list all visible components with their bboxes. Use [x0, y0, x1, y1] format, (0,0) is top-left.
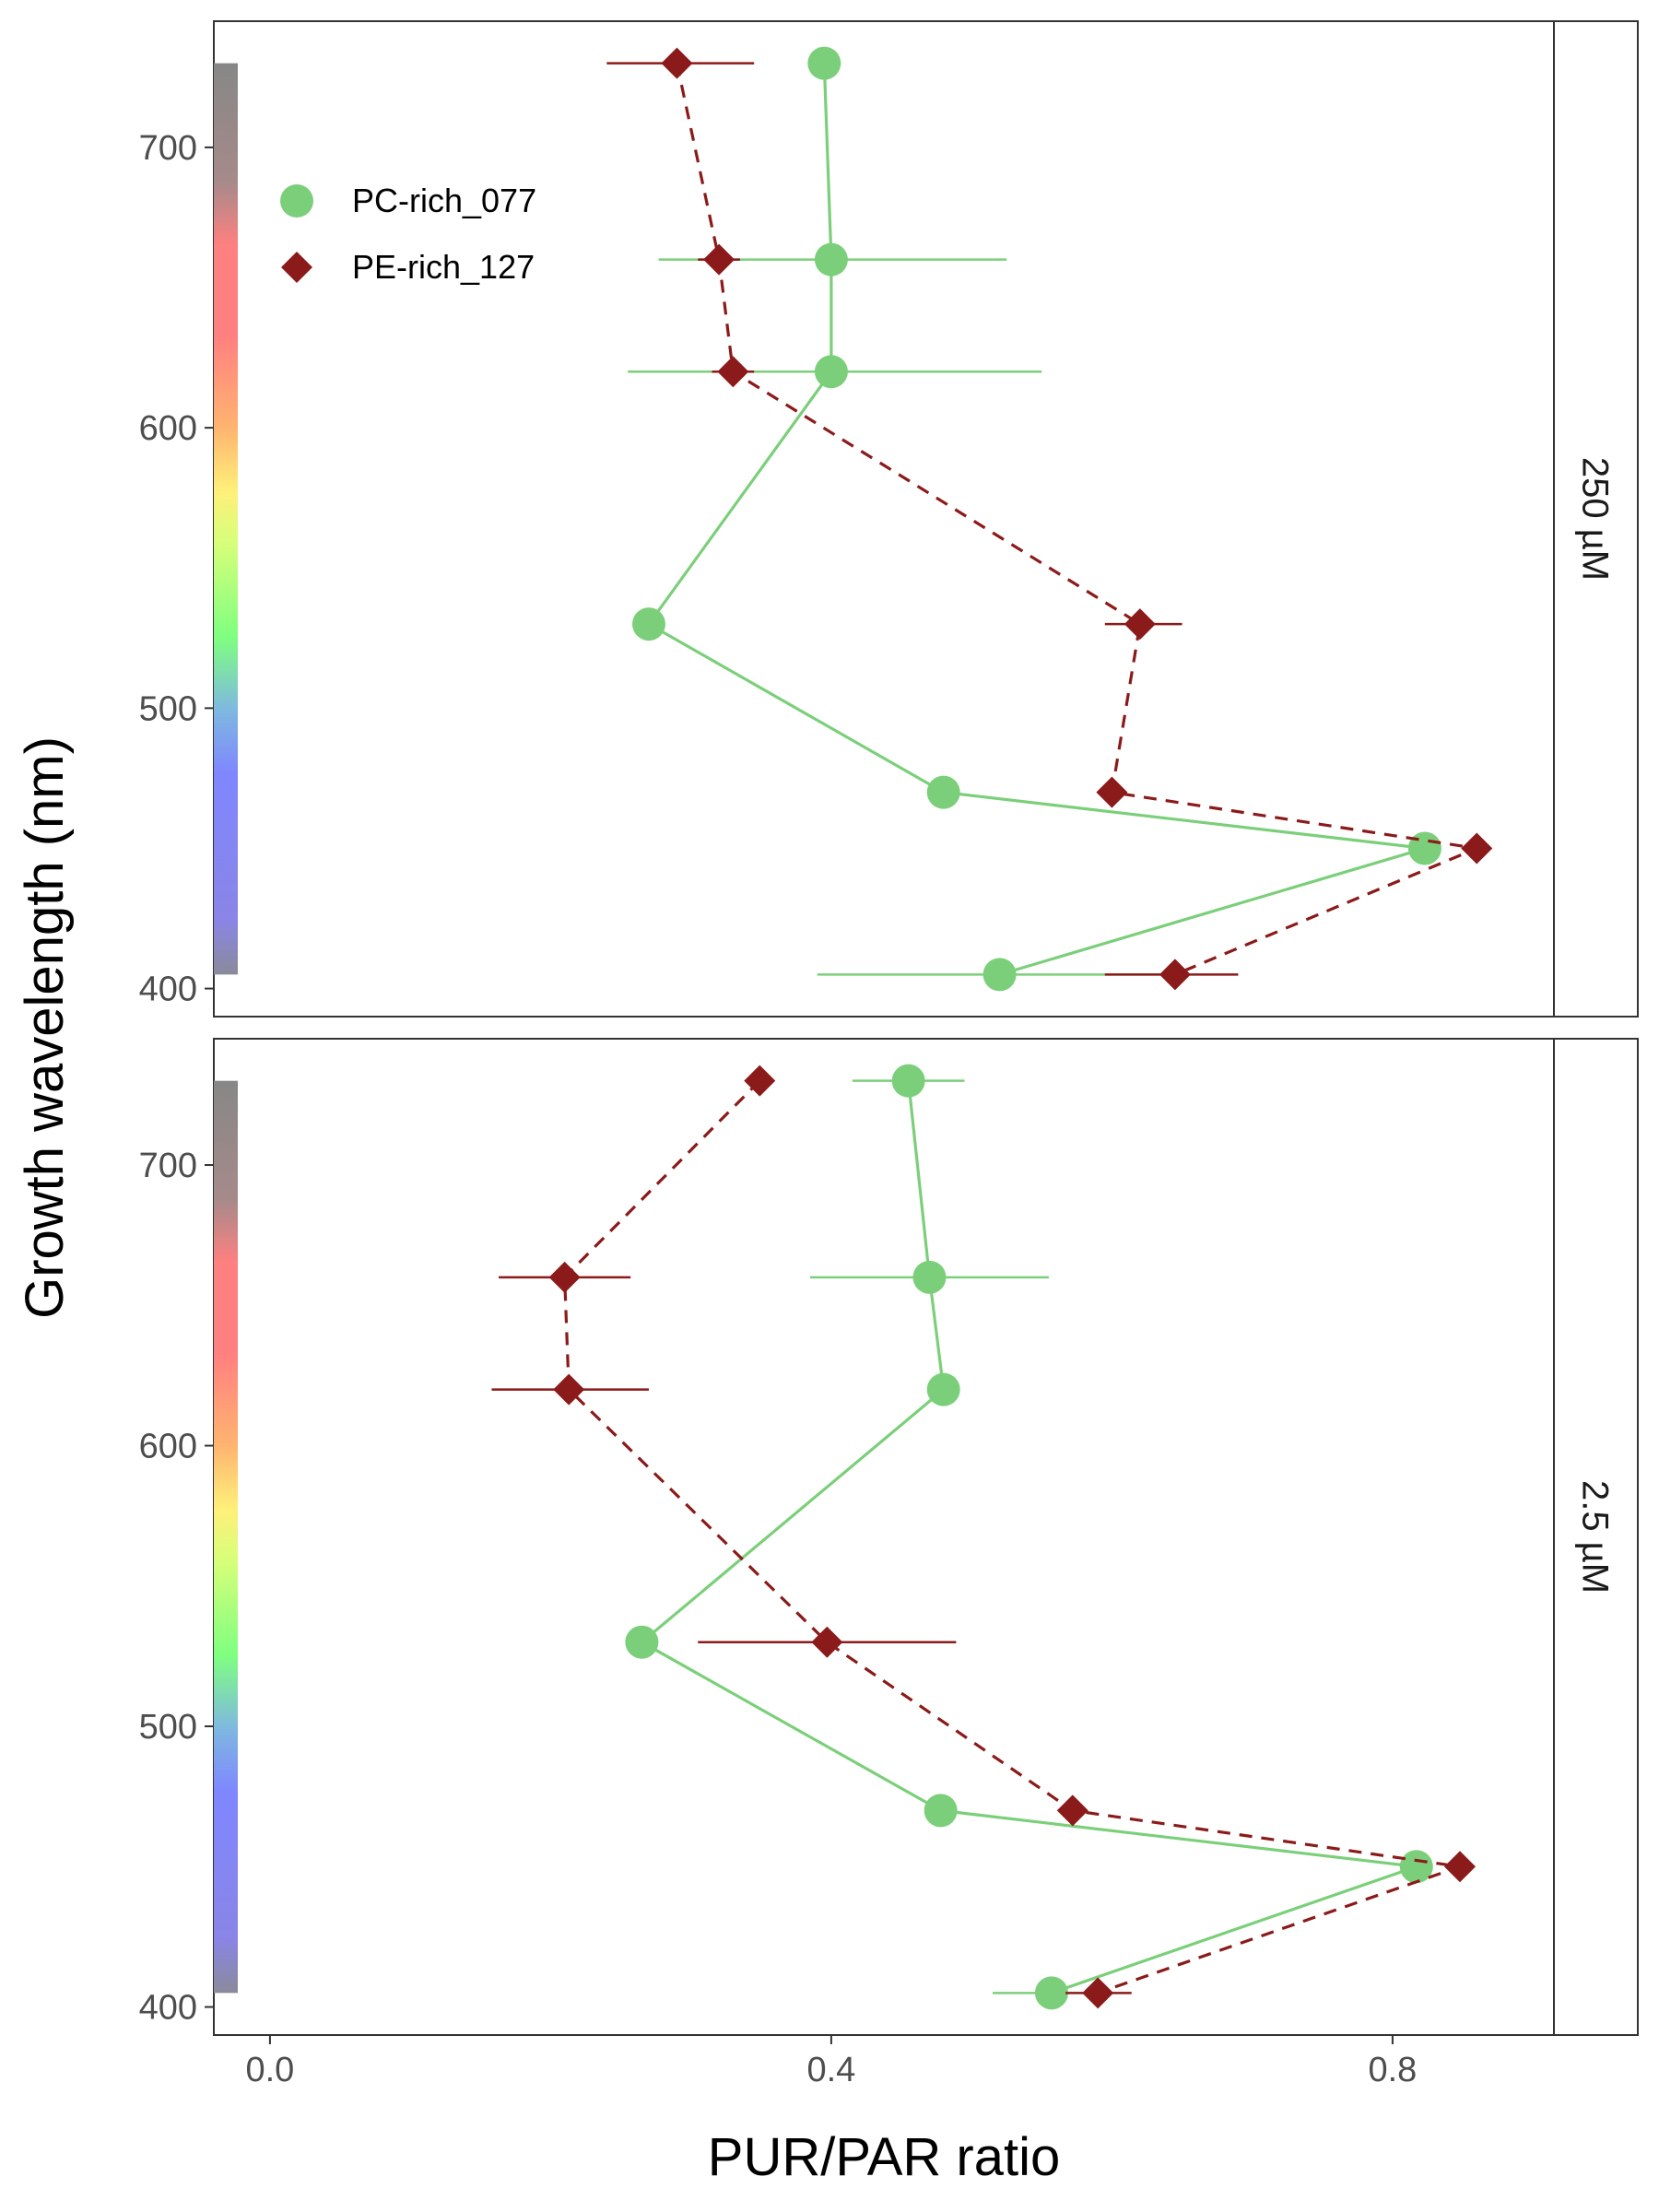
y-tick-label: 600: [139, 1428, 197, 1466]
legend-marker-diamond: [281, 252, 312, 283]
spectrum-bar: [214, 1080, 238, 1994]
legend-label: PE-rich_127: [352, 248, 535, 286]
data-point-diamond: [811, 1626, 843, 1658]
data-point-circle: [807, 46, 841, 80]
facet-strip: [1553, 1038, 1639, 2036]
panel-plot-area: [213, 20, 1555, 1018]
y-tick-label: 600: [139, 409, 197, 448]
data-point-diamond: [703, 243, 735, 276]
legend-marker-circle: [280, 184, 313, 218]
y-tick-label: 500: [139, 1708, 197, 1747]
data-point-diamond: [1443, 1851, 1476, 1883]
data-point-diamond: [1056, 1794, 1088, 1827]
panel-2-5uM: 2.5 µM 400 500 600 700: [139, 1038, 1639, 2036]
facet-strip-label: 250 µM: [1575, 457, 1616, 581]
plot-marks: [491, 1064, 1476, 2010]
data-point-diamond: [1461, 832, 1493, 865]
data-point-circle: [625, 1625, 659, 1659]
plot-marks: [606, 46, 1493, 992]
data-point-circle: [924, 1794, 958, 1828]
data-point-circle: [814, 355, 848, 389]
x-tick-label: 0.0: [245, 2051, 294, 2089]
y-tick-label: 700: [139, 129, 197, 168]
data-point-circle: [891, 1064, 925, 1098]
x-tick-label: 0.4: [806, 2051, 855, 2089]
y-axis: 400 500 600 700: [139, 129, 214, 1009]
data-point-circle: [1399, 1850, 1433, 1884]
data-point-diamond: [744, 1065, 776, 1097]
y-axis: 400 500 600 700: [139, 1147, 214, 2028]
data-point-diamond: [1124, 608, 1156, 641]
data-point-circle: [814, 242, 848, 276]
data-point-diamond: [553, 1373, 585, 1406]
data-point-diamond: [661, 47, 693, 79]
data-point-diamond: [717, 356, 749, 388]
y-tick-label: 400: [139, 1989, 197, 2028]
data-point-circle: [1034, 1976, 1068, 2010]
panel-250uM: 250 µM 400 500 600 700: [139, 20, 1639, 1018]
data-point-circle: [982, 958, 1017, 992]
data-point-diamond: [1096, 776, 1128, 808]
facet-strip-label: 2.5 µM: [1575, 1480, 1616, 1594]
y-axis-title: Growth wavelength (nm): [15, 736, 75, 1319]
data-point-circle: [926, 1372, 960, 1406]
data-point-circle: [631, 607, 665, 641]
legend: PC-rich_077 PE-rich_127: [280, 182, 536, 286]
x-tick-label: 0.8: [1368, 2051, 1417, 2089]
data-point-circle: [926, 775, 960, 809]
legend-label: PC-rich_077: [352, 182, 536, 219]
y-tick-label: 700: [139, 1147, 197, 1185]
data-point-diamond: [1082, 1977, 1114, 2009]
data-point-diamond: [1159, 959, 1191, 991]
panel-plot-area: [213, 1038, 1555, 2036]
x-axis: 0.0 0.4 0.8: [245, 2035, 1417, 2089]
x-axis-title: PUR/PAR ratio: [708, 2127, 1060, 2187]
data-point-diamond: [548, 1261, 581, 1293]
facet-strip: [1553, 20, 1639, 1018]
data-point-circle: [912, 1260, 947, 1294]
y-tick-label: 500: [139, 689, 197, 728]
y-tick-label: 400: [139, 971, 197, 1009]
data-point-circle: [1407, 831, 1441, 865]
spectrum-bar: [214, 63, 238, 975]
